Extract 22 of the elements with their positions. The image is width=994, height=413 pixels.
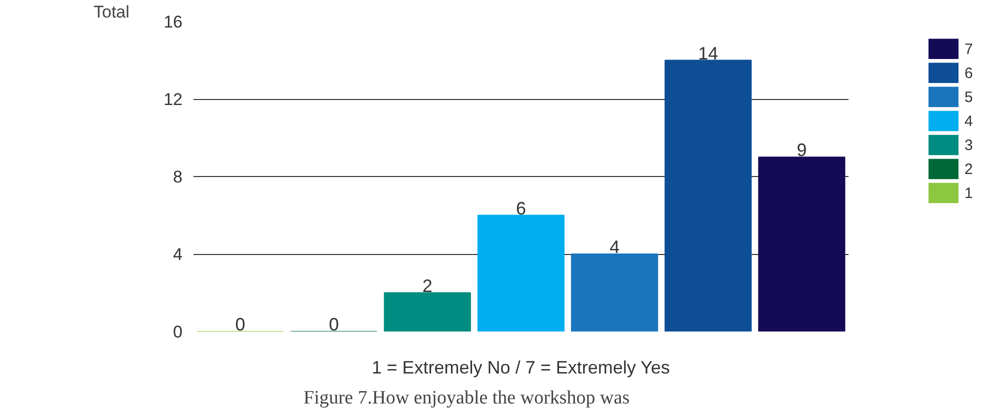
data-label: 9 [796, 140, 807, 160]
legend-label: 2 [964, 161, 973, 178]
legend-label: 5 [964, 89, 973, 106]
data-label: 6 [516, 198, 526, 218]
y-tick-label: 0 [173, 322, 183, 342]
legend-label: 7 [964, 41, 973, 58]
y-axis-title: Total [94, 2, 130, 22]
legend-label: 3 [964, 137, 973, 154]
y-tick-label: 16 [164, 12, 183, 32]
text: Figure 7.How enjoyable the workshop was [304, 388, 630, 408]
data-label: 2 [422, 276, 432, 296]
y-tick-label: 8 [173, 168, 183, 186]
y-tick-label: 12 [164, 90, 183, 109]
legend-label: 6 [964, 65, 973, 82]
legend-label: 4 [964, 113, 973, 130]
data-label: 14 [698, 43, 718, 64]
legend-label: 1 [964, 185, 973, 202]
y-tick-label: 4 [173, 245, 183, 264]
data-label: 0 [235, 314, 246, 334]
x-axis-title: 1 = Extremely No / 7 = Extremely Yes [372, 358, 670, 378]
data-label: 4 [610, 237, 620, 257]
data-label: 0 [328, 314, 339, 334]
